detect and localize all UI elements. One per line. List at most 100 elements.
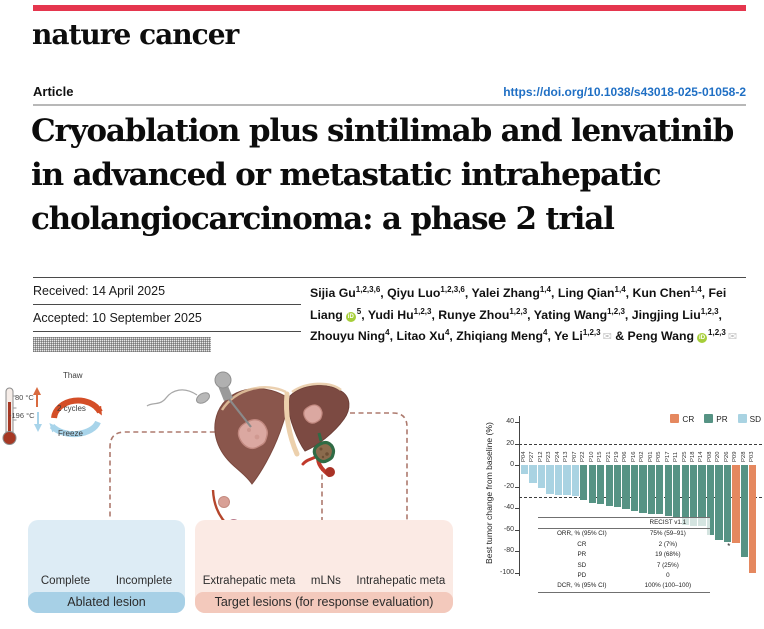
author-affiliations: 5 <box>356 306 362 316</box>
waterfall-bar <box>715 465 723 541</box>
inset-table-value: 7 (25%) <box>656 561 679 569</box>
waterfall-bar <box>546 465 554 495</box>
author-affiliations: 1,2,3 <box>509 306 528 316</box>
header-divider <box>33 104 746 106</box>
inset-table-header: RECIST v1.1 <box>538 517 710 530</box>
y-tick-label: -80 <box>503 547 514 554</box>
author-affiliations: 4 <box>543 328 548 338</box>
dates-divider-2 <box>33 331 301 332</box>
patient-label: P09 <box>732 451 739 462</box>
patient-label: P16 <box>630 451 637 462</box>
email-icon[interactable]: ✉ <box>602 331 612 344</box>
author-name: Yalei Zhang <box>471 286 540 301</box>
patient-label: P19 <box>613 451 620 462</box>
patient-label: P01 <box>647 451 654 462</box>
tumor-seed-icon <box>218 496 230 508</box>
inset-table-value: 100% (100–100) <box>644 582 692 590</box>
redacted-publication-info <box>33 337 211 352</box>
ablated-box-footer: Ablated lesion <box>28 592 185 613</box>
freeze-label: Freeze <box>58 429 83 438</box>
inset-table-row: ORR, % (95% CI) 75% (59–91) <box>538 529 710 539</box>
y-tick-mark <box>515 529 519 531</box>
temp-up-arrow-icon <box>33 387 41 407</box>
chart-legend: CR PR SD <box>670 414 761 424</box>
inset-table-row: CR 2 (7%) <box>538 540 710 550</box>
legend-label: PR <box>716 415 728 424</box>
portal-vessels <box>301 452 331 477</box>
inset-table-row: DCR, % (95% CI) 100% (100–100) <box>538 581 710 591</box>
waterfall-bar <box>664 465 672 516</box>
author-affiliations: 1,2,3 <box>413 306 432 316</box>
title-line-2: in advanced or metastatic intrahepatic <box>31 157 662 193</box>
patient-label: P04 <box>521 451 527 462</box>
orcid-icon[interactable]: iD <box>697 333 708 344</box>
intrahepatic-tumor-icon-2 <box>303 404 323 424</box>
cycles-label: 2 cycles <box>57 404 86 413</box>
legend-item: SD <box>737 414 761 424</box>
waterfall-bar <box>571 465 579 497</box>
author-affiliations: 1,2,3 <box>708 328 726 338</box>
patient-label: P20 <box>715 451 722 462</box>
article-title: Cryoablation plus sintilimab and lenvati… <box>31 109 736 241</box>
inset-table-value: 19 (68%) <box>655 551 681 559</box>
waterfall-bar <box>554 465 563 496</box>
waterfall-bar <box>588 465 596 503</box>
legend-label: CR <box>682 415 695 424</box>
author-name: Litao Xu <box>396 329 445 344</box>
received-date: Received: 14 April 2025 <box>33 284 166 298</box>
waterfall-bar <box>537 465 546 488</box>
article-type-label: Article <box>33 84 74 99</box>
y-tick-mark <box>515 572 519 574</box>
author-name: Jingjing Liu <box>631 307 701 322</box>
email-icon[interactable]: ✉ <box>727 331 738 344</box>
patient-label: P06 <box>622 451 629 462</box>
dates-divider-1 <box>33 304 301 305</box>
waterfall-bar <box>563 465 571 496</box>
patient-label: P02 <box>639 451 646 462</box>
waterfall-chart: Best tumor change from baseline (%) 40 20… <box>478 390 764 618</box>
author-name: Kun Chen <box>632 286 691 301</box>
author-name: Peng Wang <box>627 329 695 344</box>
waterfall-bar <box>698 465 706 527</box>
lymph-node-icon <box>312 432 336 464</box>
y-tick-mark <box>515 465 519 466</box>
author-affiliations: 1,2,3 <box>700 306 719 316</box>
legend-item: CR <box>670 414 694 424</box>
orcid-icon[interactable]: iD <box>345 311 356 322</box>
patient-label: P05 <box>656 451 663 462</box>
patient-label: P13 <box>563 451 570 462</box>
doi-link[interactable]: https://doi.org/10.1038/s43018-025-01058… <box>503 85 746 99</box>
waterfall-bar <box>673 465 681 517</box>
cryoprobe-icon <box>146 371 252 428</box>
legend-label: SD <box>749 415 761 424</box>
author-affiliations: 1,4 <box>614 285 626 294</box>
author-affiliations: 4 <box>385 328 390 338</box>
temp-down-arrow-icon <box>34 412 42 432</box>
waterfall-bar <box>732 465 740 544</box>
patient-label: P08 <box>706 451 713 462</box>
patient-label: P24 <box>554 451 561 462</box>
patient-label: P12 <box>537 451 544 462</box>
legend-swatch <box>737 414 747 423</box>
liver-illustration <box>214 382 350 485</box>
patient-label: P23 <box>546 451 553 462</box>
patient-label: P27 <box>529 451 536 462</box>
y-tick-mark <box>515 508 519 509</box>
meta-divider <box>33 277 746 278</box>
waterfall-bar <box>521 465 529 474</box>
author-affiliations: 1,2,3 <box>607 306 625 316</box>
y-tick-label: -20 <box>503 482 514 490</box>
patient-label: P25 <box>681 451 688 462</box>
inset-table-header-spacer <box>538 518 626 528</box>
author-name: Zhouyu Ning <box>310 329 386 344</box>
high-temp-label: 80 °C <box>15 393 34 402</box>
waterfall-bar <box>605 465 613 506</box>
lesion-label: Complete <box>40 575 91 587</box>
y-tick-label: 20 <box>506 439 514 447</box>
y-tick-label: -60 <box>503 525 514 533</box>
author-name: Runye Zhou <box>438 307 510 322</box>
author-affiliations: 1,2,3,6 <box>440 285 465 294</box>
y-tick-mark <box>515 551 519 552</box>
lesion-label: Incomplete <box>115 575 173 587</box>
author-affiliations: 4 <box>444 328 450 338</box>
